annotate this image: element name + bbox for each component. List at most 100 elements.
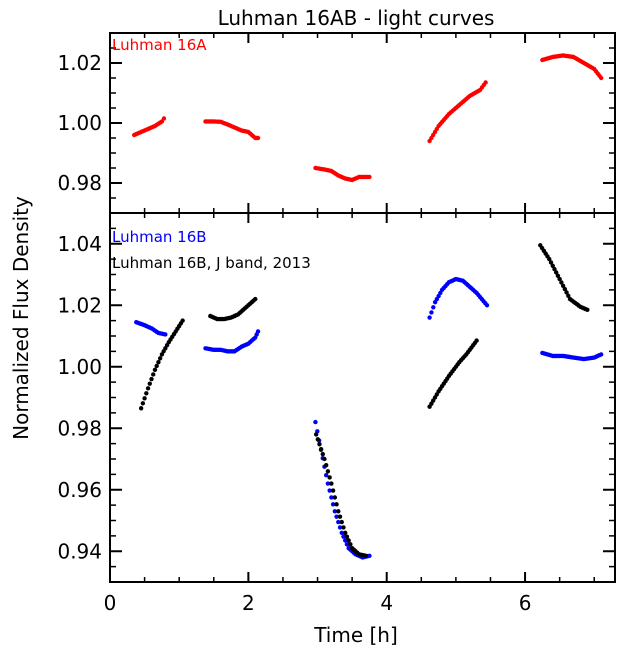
y-tick-label: 0.98 <box>57 416 102 440</box>
data-point-luhman-16b-j-band-2013 <box>334 502 339 507</box>
data-point-luhman-16b-j-band-2013 <box>559 280 564 285</box>
data-point-luhman-16b-j-band-2013 <box>323 462 329 468</box>
data-point-luhman-16b <box>339 530 344 535</box>
data-point-luhman-16b <box>336 519 341 525</box>
data-point-luhman-16b <box>598 352 604 357</box>
data-point-luhman-16b <box>344 542 350 547</box>
data-point-luhman-16b-j-band-2013 <box>363 553 369 559</box>
data-point-luhman-16b-j-band-2013 <box>585 307 590 313</box>
top-panel-frame <box>109 32 616 214</box>
data-point-luhman-16b-j-band-2013 <box>560 283 566 288</box>
data-point-luhman-16a <box>161 116 167 121</box>
data-point-luhman-16b-j-band-2013 <box>145 386 151 391</box>
data-point-luhman-16b-j-band-2013 <box>313 432 319 437</box>
data-point-luhman-16b-j-band-2013 <box>348 542 353 547</box>
data-point-luhman-16b <box>325 481 331 486</box>
data-point-luhman-16b <box>332 509 338 514</box>
data-point-luhman-16b <box>323 472 329 478</box>
x-tick-label: 4 <box>380 591 393 615</box>
legend-luhman-16b: Luhman 16B <box>112 228 207 246</box>
y-tick-label: 1.00 <box>57 355 102 379</box>
data-point-luhman-16b <box>327 488 332 493</box>
data-point-luhman-16b-j-band-2013 <box>337 514 343 519</box>
data-point-luhman-16b <box>429 310 434 315</box>
data-point-luhman-16b <box>163 332 168 337</box>
data-point-luhman-16b-j-band-2013 <box>325 469 331 474</box>
data-point-luhman-16b <box>337 525 343 530</box>
data-point-luhman-16b-j-band-2013 <box>344 534 350 539</box>
data-point-luhman-16b-j-band-2013 <box>318 446 324 452</box>
data-point-luhman-16b-j-band-2013 <box>554 270 559 275</box>
data-point-luhman-16b-j-band-2013 <box>343 530 348 535</box>
data-point-luhman-16b <box>330 502 336 507</box>
data-point-luhman-16b-j-band-2013 <box>346 538 351 543</box>
data-point-luhman-16b <box>313 419 318 425</box>
data-point-luhman-16b-j-band-2013 <box>142 396 147 401</box>
data-point-luhman-16b-j-band-2013 <box>157 356 163 361</box>
y-tick-label: 1.02 <box>57 51 102 75</box>
bottom-panel: 0 2 4 6 0.94 0.96 0.98 1.00 1.02 1.04 <box>57 213 615 615</box>
data-point-luhman-16b-j-band-2013 <box>253 296 258 302</box>
data-point-luhman-16b <box>343 538 348 543</box>
y-tick-label: 1.02 <box>57 293 102 317</box>
data-point-luhman-16b-j-band-2013 <box>320 451 325 457</box>
data-point-luhman-16b <box>255 329 261 334</box>
data-point-luhman-16b-j-band-2013 <box>336 509 341 514</box>
data-point-luhman-16b-j-band-2013 <box>180 318 185 323</box>
data-point-luhman-16a <box>255 135 261 141</box>
data-point-luhman-16b-j-band-2013 <box>140 401 146 406</box>
data-point-luhman-16b-j-band-2013 <box>341 525 346 530</box>
data-point-luhman-16b-j-band-2013 <box>332 495 338 500</box>
data-point-luhman-16a <box>367 174 372 180</box>
data-point-luhman-16b-j-band-2013 <box>156 359 161 365</box>
data-point-luhman-16b-j-band-2013 <box>144 391 149 396</box>
y-axis-label: Normalized Flux Density <box>9 196 33 440</box>
legend-luhman-16a: Luhman 16A <box>112 36 207 54</box>
data-point-luhman-16b-j-band-2013 <box>566 293 571 298</box>
data-point-luhman-16b-j-band-2013 <box>547 256 552 262</box>
data-point-luhman-16b-j-band-2013 <box>552 266 557 272</box>
x-tick-label: 2 <box>242 591 255 615</box>
y-tick-label: 1.04 <box>57 232 102 256</box>
x-tick-label: 0 <box>104 591 117 615</box>
data-point-luhman-16b-j-band-2013 <box>550 263 555 268</box>
data-point-luhman-16b <box>334 514 339 519</box>
data-point-luhman-16b-j-band-2013 <box>151 372 156 377</box>
x-tick-label: 6 <box>519 591 532 615</box>
data-point-luhman-16b-j-band-2013 <box>562 286 568 292</box>
y-tick-label: 0.96 <box>57 478 102 502</box>
data-point-luhman-16b-j-band-2013 <box>474 338 479 343</box>
data-point-luhman-16b <box>484 303 490 308</box>
chart-title: Luhman 16AB - light curves <box>218 6 495 30</box>
data-point-luhman-16b-j-band-2013 <box>330 488 336 493</box>
data-point-luhman-16b <box>431 305 436 310</box>
data-point-luhman-16b <box>427 315 432 320</box>
legend-jband-2013: Luhman 16B, J band, 2013 <box>112 254 311 272</box>
data-point-luhman-16b-j-band-2013 <box>317 442 322 447</box>
data-point-luhman-16b-j-band-2013 <box>138 406 144 411</box>
data-point-luhman-16b-j-band-2013 <box>154 363 159 369</box>
y-tick-label: 1.00 <box>57 111 102 135</box>
data-point-luhman-16b-j-band-2013 <box>147 381 152 386</box>
data-point-luhman-16b <box>367 553 372 559</box>
data-point-luhman-16b-j-band-2013 <box>548 260 554 265</box>
x-axis-label: Time [h] <box>313 623 398 647</box>
y-tick-label: 0.94 <box>57 539 102 563</box>
data-point-luhman-16b <box>341 534 346 539</box>
data-point-luhman-16b-j-band-2013 <box>564 290 569 295</box>
data-point-luhman-16b-j-band-2013 <box>329 481 334 486</box>
data-point-luhman-16b-j-band-2013 <box>322 456 327 462</box>
y-tick-label: 0.98 <box>57 171 102 195</box>
data-point-luhman-16b-j-band-2013 <box>315 437 321 442</box>
data-point-luhman-16a <box>598 75 604 81</box>
data-point-luhman-16b-j-band-2013 <box>152 367 158 373</box>
data-point-luhman-16a <box>483 80 488 85</box>
top-panel: 0.98 1.00 1.02 <box>57 33 615 213</box>
data-point-luhman-16b-j-band-2013 <box>149 376 154 382</box>
data-point-luhman-16b-j-band-2013 <box>555 273 561 278</box>
data-point-luhman-16b-j-band-2013 <box>557 276 562 282</box>
data-point-luhman-16b <box>329 495 334 500</box>
data-point-luhman-16b-j-band-2013 <box>339 519 344 525</box>
data-point-luhman-16b-j-band-2013 <box>327 475 332 480</box>
